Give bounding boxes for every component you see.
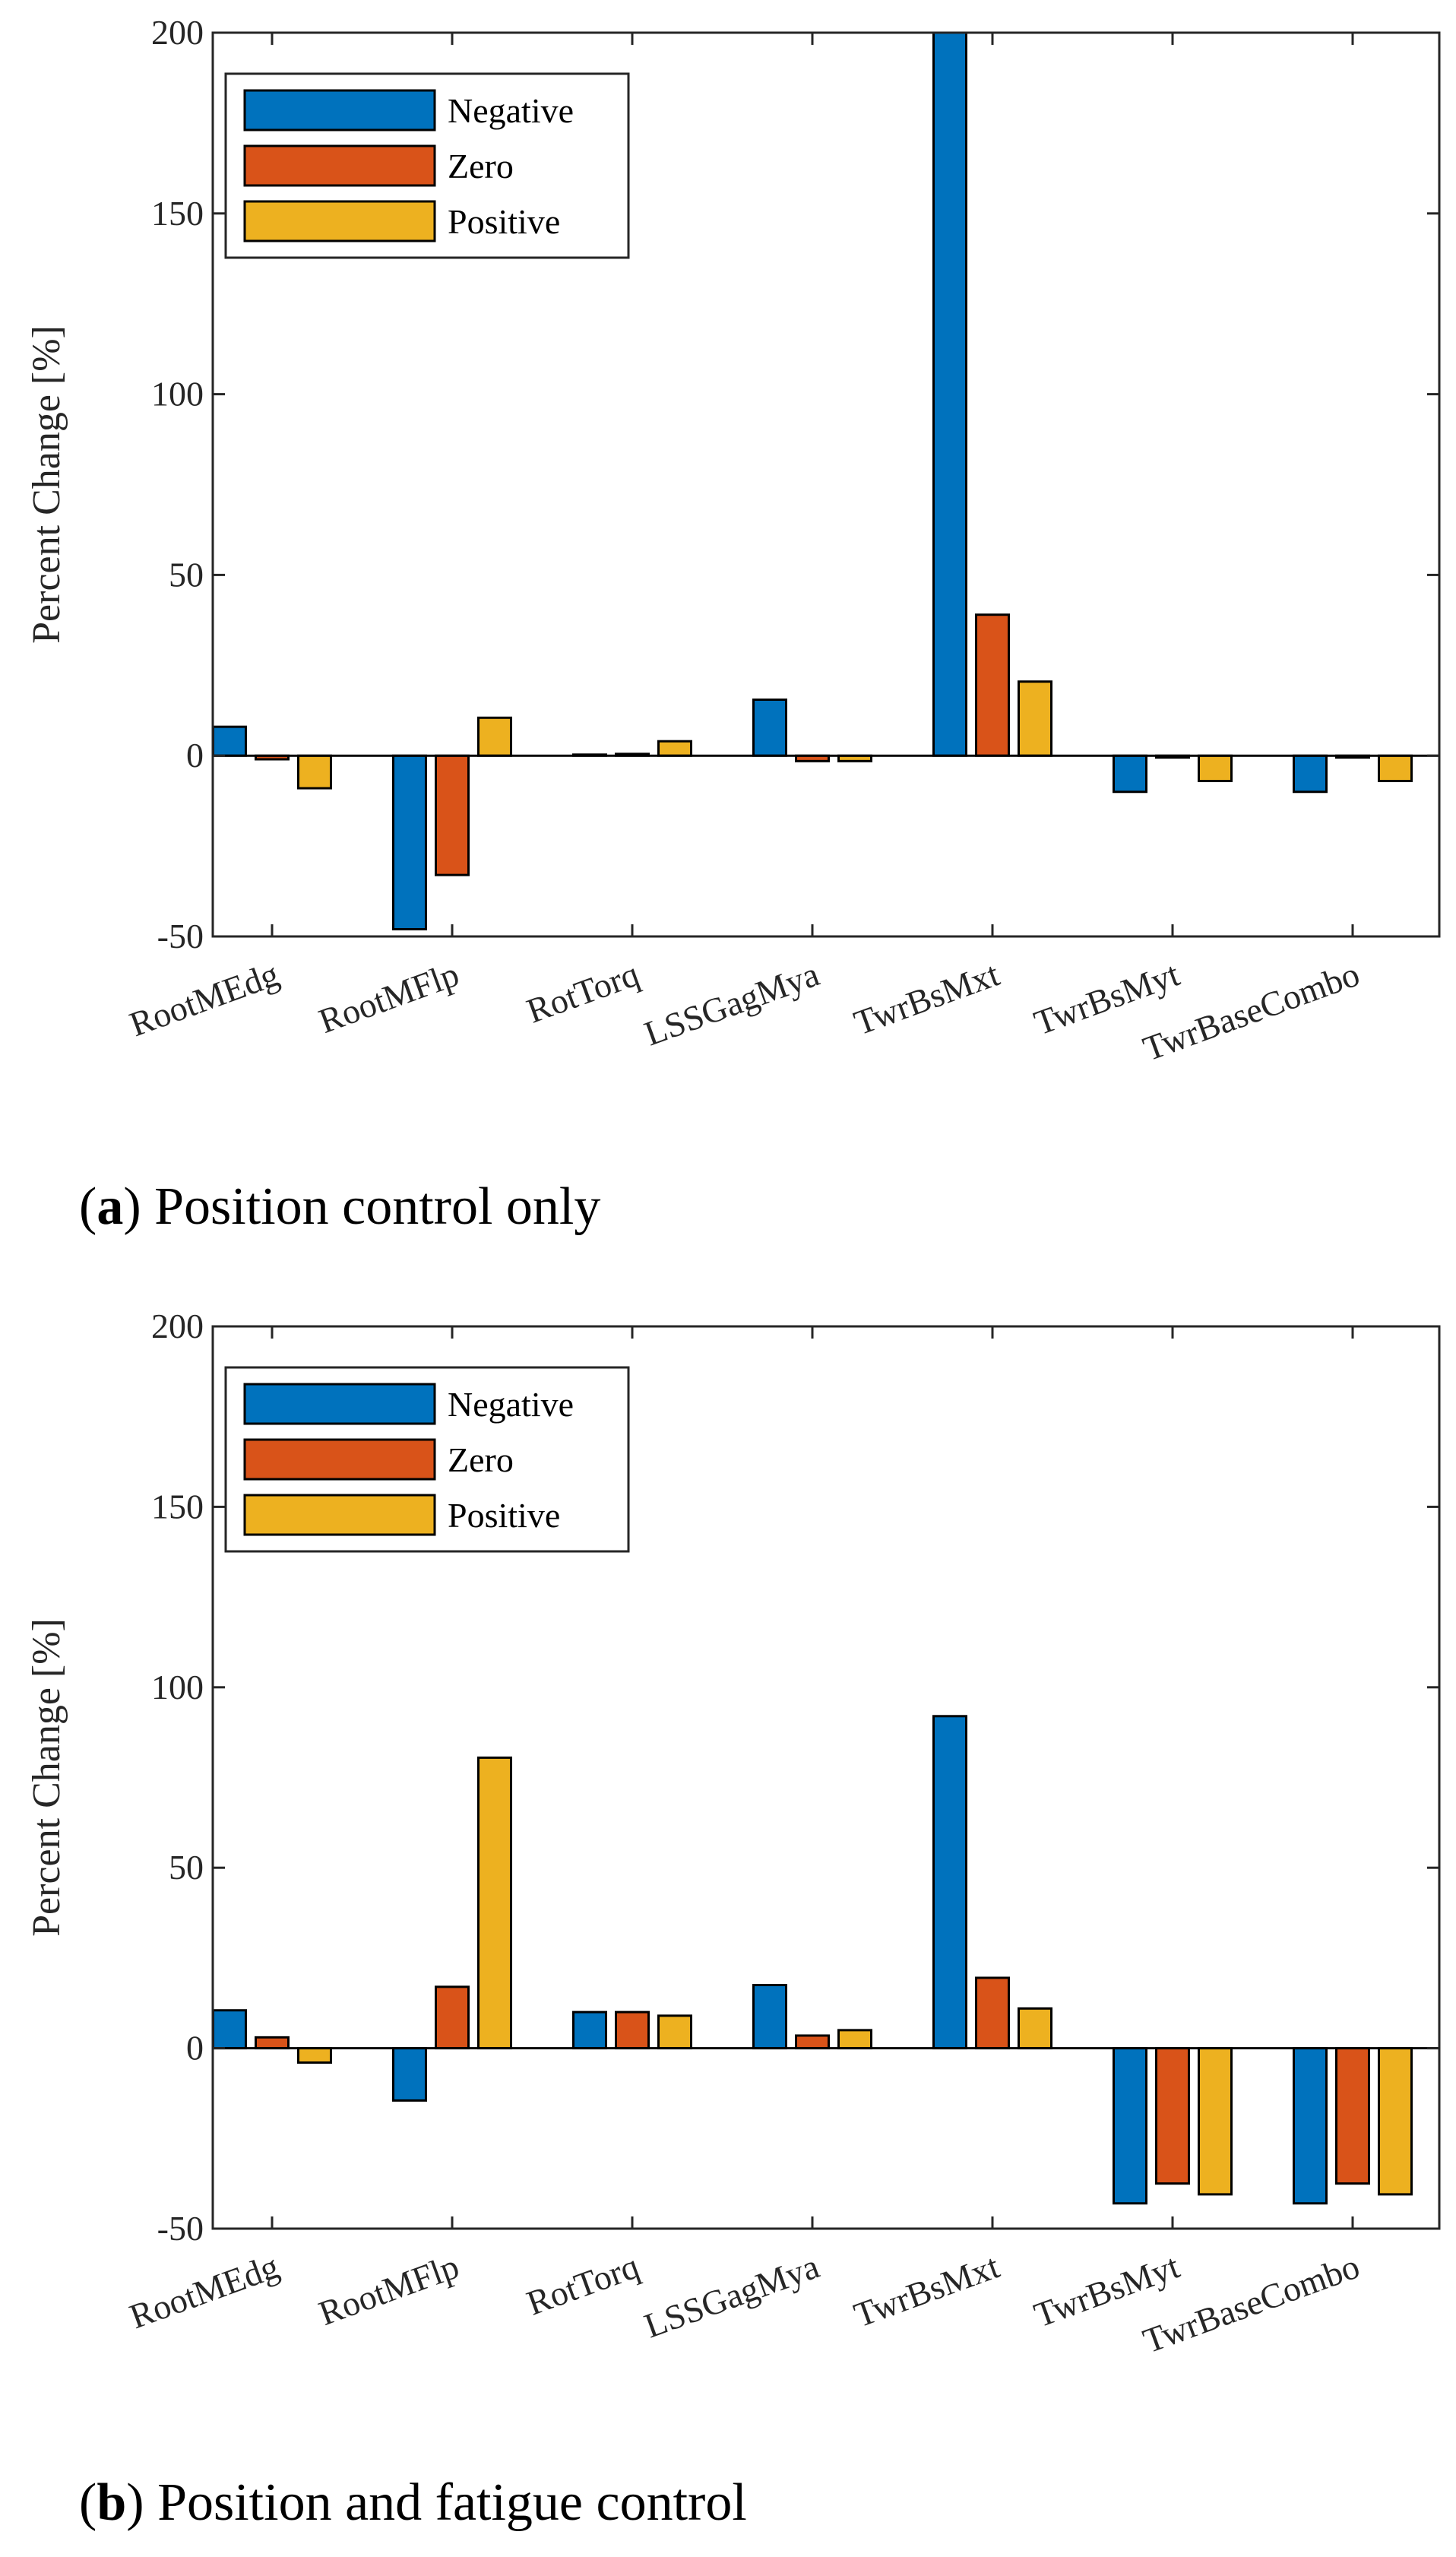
bar-a-negative-twrbasecombo [1293,754,1328,794]
legend-swatch-positive [243,1494,436,1536]
y-tick-label: -50 [157,917,204,955]
bar-b-negative-rottorq [572,2010,607,2050]
y-tick-label: -50 [157,2209,204,2248]
y-tick-label: 200 [151,13,204,52]
bar-a-positive-twrbsmxt [1018,680,1052,757]
bar-a-positive-rootmflp [477,716,512,757]
y-tick-label: 100 [151,375,204,413]
legend-swatch-positive [243,200,436,242]
legend-swatch-zero [243,1438,436,1481]
y-tick-label: 50 [169,555,204,594]
x-tick-label-twrbsmxt: TwrBsMxt [849,2246,1004,2334]
bar-b-zero-twrbsmyt [1155,2047,1190,2185]
bar-b-negative-twrbsmyt [1113,2047,1147,2205]
legend-label-zero: Zero [448,147,514,185]
bar-b-zero-rootmflp [435,1985,470,2050]
bar-b-zero-twrbasecombo [1335,2047,1370,2185]
bar-a-zero-twrbsmxt [975,613,1010,757]
x-tick-label-rottorq: RotTorq [522,2246,644,2322]
bar-b-zero-twrbsmxt [975,1976,1010,2050]
x-tick-label-rootmflp: RootMFlp [314,2246,464,2333]
x-tick-label-rootmedg: RootMEdg [125,954,284,1044]
y-tick-label: 0 [186,736,204,775]
x-tick-label-twrbsmxt: TwrBsMxt [849,954,1004,1042]
bar-a-negative-lssgagmya [752,698,787,757]
bar-b-zero-lssgagmya [795,2034,830,2050]
bar-b-negative-rootmflp [392,2047,427,2102]
y-tick-label: 0 [186,2029,204,2067]
bar-b-negative-twrbsmxt [932,1715,967,2050]
bar-a-positive-twrbsmyt [1198,754,1233,782]
bar-b-zero-rootmedg [255,2036,290,2050]
bar-a-negative-twrbsmxt [932,31,967,757]
bar-b-positive-rootmflp [477,1756,512,2050]
legend-label-negative: Negative [448,91,574,130]
bar-b-zero-rottorq [615,2010,650,2050]
chart-panel-b: -50 0 50 100 150 200 RootMEdg RootMFlp RotTorqLS… [25,1307,1441,2532]
y-tick-label: 200 [151,1307,204,1345]
bar-a-positive-rootmedg [297,754,332,790]
legend-label-zero: Zero [448,1440,514,1479]
legend: Negative Zero Positive [224,1366,630,1553]
legend-swatch-negative [243,1383,436,1425]
bar-b-positive-rottorq [657,2014,692,2050]
legend-swatch-zero [243,144,436,187]
figure-caption: (b) Position and fatigue control [79,2473,747,2532]
legend: Negative Zero Positive [224,72,630,259]
bar-a-zero-rootmflp [435,754,470,876]
axes-box [211,1325,1441,2230]
x-tick-label-lssgagmya: LSSGagMya [639,954,824,1053]
bar-b-positive-twrbsmxt [1018,2007,1052,2050]
bar-b-negative-twrbasecombo [1293,2047,1328,2205]
figure-caption: (a) Position control only [79,1177,600,1236]
y-tick-label: 150 [151,194,204,233]
legend-swatch-negative [243,89,436,131]
bar-a-positive-rottorq [657,740,692,757]
y-axis-label: Percent Change [%] [25,325,68,644]
x-tick-label-lssgagmya: LSSGagMya [639,2246,824,2345]
x-tick-label-rootmflp: RootMFlp [314,954,464,1041]
bar-b-negative-lssgagmya [752,1984,787,2050]
bar-b-positive-twrbasecombo [1378,2047,1413,2196]
bar-b-positive-lssgagmya [837,2029,872,2050]
bar-a-positive-twrbasecombo [1378,754,1413,782]
y-tick-label: 100 [151,1668,204,1706]
x-tick-label-rootmedg: RootMEdg [125,2246,284,2336]
bar-b-positive-twrbsmyt [1198,2047,1233,2196]
bar-a-negative-rootmedg [212,725,247,757]
y-axis-label: Percent Change [%] [25,1618,68,1937]
legend-label-negative: Negative [448,1385,574,1424]
x-tick-label-rottorq: RotTorq [522,954,644,1030]
bar-b-negative-rootmedg [212,2009,247,2050]
axes-box [211,31,1441,938]
bar-a-negative-rootmflp [392,754,427,930]
legend-label-positive: Positive [448,1496,560,1535]
bar-b-positive-rootmedg [297,2047,332,2064]
chart-panel-a: -50 0 50 100 150 200 RootMEdg RootMFlp RotTorqLS… [25,13,1441,1236]
y-tick-label: 150 [151,1487,204,1526]
y-tick-label: 50 [169,1848,204,1887]
legend-label-positive: Positive [448,202,560,241]
bar-a-negative-twrbsmyt [1113,754,1147,794]
